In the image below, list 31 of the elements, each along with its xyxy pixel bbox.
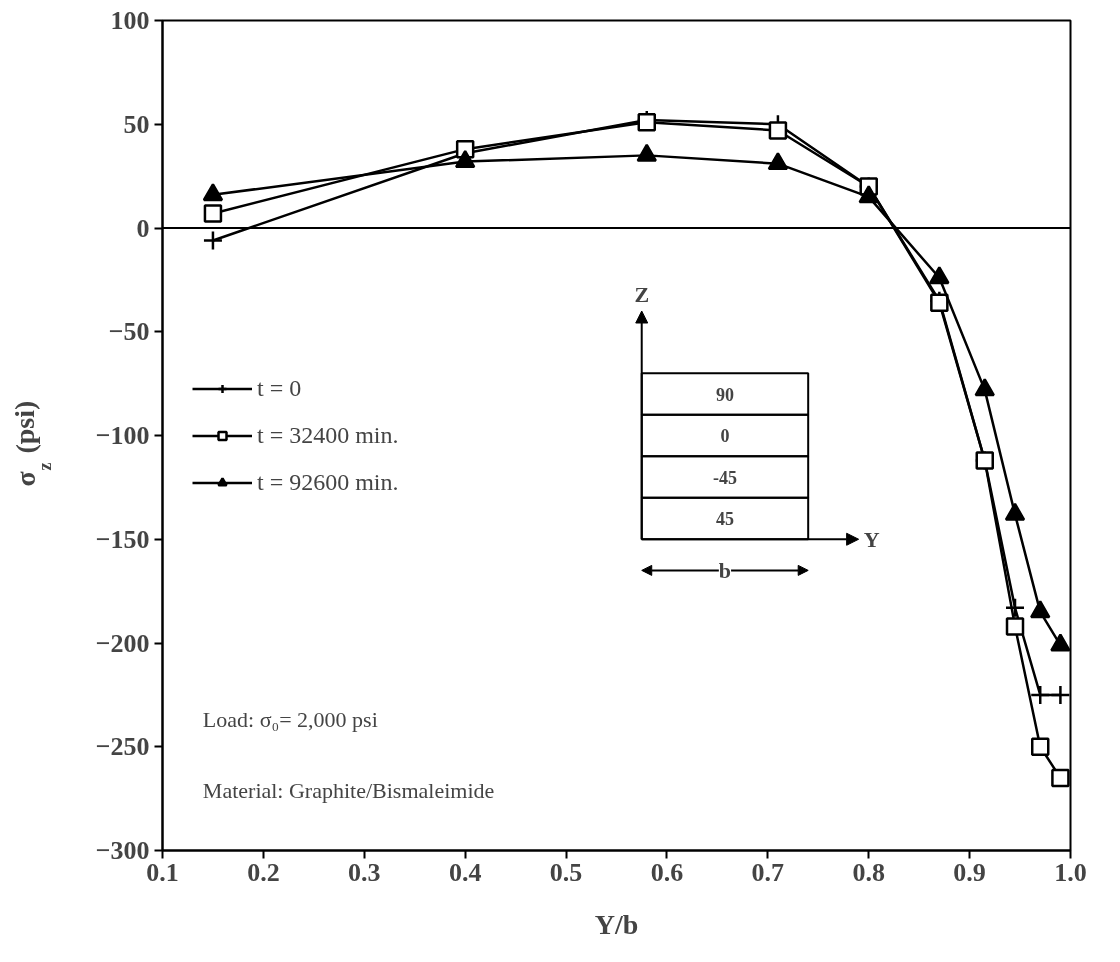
y-tick-label: −50 [108, 317, 150, 347]
y-tick-label: 0 [136, 213, 150, 243]
y-tick-label: −200 [95, 628, 150, 658]
annotation: -45 [712, 467, 737, 488]
x-tick-label: 1.0 [1054, 857, 1087, 887]
annotation: 90 [715, 384, 734, 405]
y-tick-label: −250 [95, 732, 150, 762]
annotation: Z [634, 281, 650, 307]
y-tick-label: 100 [110, 6, 150, 35]
x-tick-label: 0.9 [953, 857, 986, 887]
annotation: 0 [720, 426, 730, 446]
annotation: b [718, 557, 732, 583]
x-axis-title: Y/b [594, 908, 639, 940]
x-tick-label: 0.5 [549, 857, 583, 887]
y-tick-label: 50 [123, 109, 150, 139]
annotation: 45 [715, 509, 734, 529]
annotation: Y [863, 526, 880, 552]
annotation: Load: σ₀= 2,000 psi [202, 707, 378, 733]
x-tick-label: 0.7 [751, 857, 785, 887]
x-tick-label: 0.6 [650, 857, 684, 887]
x-tick-label: 0.3 [348, 857, 381, 887]
y-axis-title: σz (psi) [9, 400, 55, 487]
x-tick-label: 0.8 [852, 857, 885, 887]
y-tick-label: −150 [95, 524, 150, 554]
legend-label: t = 32400 min. [257, 421, 399, 449]
annotation: Material: Graphite/Bismaleimide [202, 777, 495, 803]
y-tick-label: −100 [95, 421, 150, 450]
legend-label: t = 0 [257, 374, 302, 402]
x-tick-label: 0.4 [448, 857, 482, 887]
x-tick-label: 0.2 [247, 857, 280, 887]
legend-label: t = 92600 min. [257, 468, 399, 496]
